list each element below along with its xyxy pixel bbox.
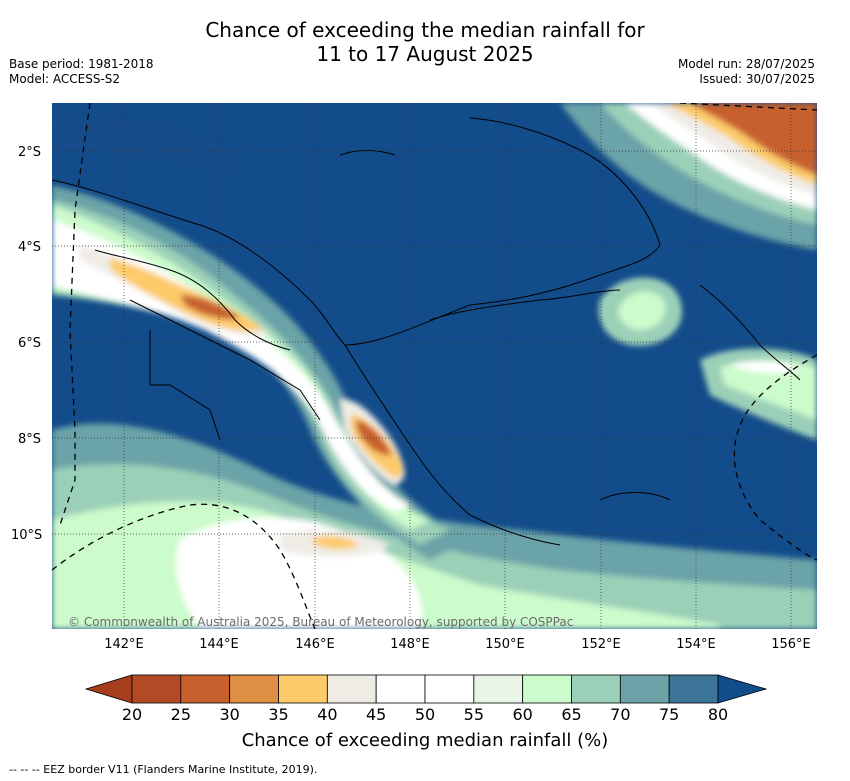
colorbar-tick-label: 75 bbox=[659, 705, 679, 724]
model-text: Model: ACCESS-S2 bbox=[9, 72, 121, 86]
colorbar-tick-label: 50 bbox=[415, 705, 435, 724]
colorbar-segment bbox=[375, 674, 426, 704]
meta-left: Base period: 1981-2018 Model: ACCESS-S2 bbox=[9, 57, 154, 87]
lon-label: 154°E bbox=[676, 637, 716, 652]
lat-label: 10°S bbox=[11, 528, 42, 543]
lat-label: 8°S bbox=[18, 432, 41, 447]
copyright-text: © Commonwealth of Australia 2025, Bureau… bbox=[68, 615, 573, 629]
lon-label: 146°E bbox=[295, 637, 335, 652]
colorbar-tick-label: 80 bbox=[708, 705, 728, 724]
latitude-labels: 2°S 4°S 6°S 8°S 10°S bbox=[11, 145, 42, 543]
colorbar-tick-label: 55 bbox=[464, 705, 484, 724]
lat-label: 4°S bbox=[18, 240, 41, 255]
lon-label: 150°E bbox=[485, 637, 525, 652]
lon-label: 152°E bbox=[581, 637, 621, 652]
colorbar-segment bbox=[180, 674, 231, 704]
colorbar-tick-label: 45 bbox=[366, 705, 386, 724]
colorbar-segment bbox=[424, 674, 475, 704]
issued-text: Issued: 30/07/2025 bbox=[699, 72, 815, 86]
coastlines bbox=[52, 117, 801, 546]
lat-label: 6°S bbox=[18, 336, 41, 351]
eez-legend-text: -- -- -- EEZ border V11 (Flanders Marine… bbox=[9, 763, 318, 776]
title-line-2: 11 to 17 August 2025 bbox=[316, 42, 534, 66]
colorbar-tick-label: 35 bbox=[268, 705, 288, 724]
eez-borders bbox=[52, 103, 817, 629]
lon-label: 148°E bbox=[390, 637, 430, 652]
colorbar-segment bbox=[522, 674, 572, 704]
colorbar-segment bbox=[229, 674, 279, 704]
colorbar-label: Chance of exceeding median rainfall (%) bbox=[241, 730, 609, 751]
colorbar-tick-label: 20 bbox=[122, 705, 142, 724]
lat-label: 2°S bbox=[18, 145, 41, 160]
meta-right: Model run: 28/07/2025 Issued: 30/07/2025 bbox=[678, 57, 815, 87]
colorbar-segment bbox=[619, 674, 670, 704]
colorbar-arrow-high bbox=[717, 674, 768, 704]
colorbar-tick-label: 25 bbox=[171, 705, 191, 724]
colorbar-tick-label: 70 bbox=[610, 705, 630, 724]
rainfall-probability-field: © Commonwealth of Australia 2025, Bureau… bbox=[52, 103, 817, 629]
lon-label: 144°E bbox=[199, 637, 239, 652]
colorbar-segment bbox=[131, 674, 182, 704]
colorbar: 20 25 30 35 40 45 50 55 60 65 70 75 80 bbox=[84, 674, 768, 724]
colorbar-tick-label: 60 bbox=[512, 705, 532, 724]
base-period-text: Base period: 1981-2018 bbox=[9, 57, 154, 71]
colorbar-tick-label: 30 bbox=[219, 705, 239, 724]
model-run-text: Model run: 28/07/2025 bbox=[677, 57, 815, 71]
colorbar-arrow-low bbox=[84, 674, 133, 704]
colorbar-segment bbox=[278, 674, 328, 704]
colorbar-segment bbox=[668, 674, 719, 704]
title-line-1: Chance of exceeding the median rainfall … bbox=[205, 18, 645, 42]
graticule bbox=[52, 103, 817, 629]
colorbar-tick-label: 65 bbox=[561, 705, 581, 724]
map-title: Chance of exceeding the median rainfall … bbox=[0, 18, 850, 66]
lon-label: 156°E bbox=[771, 637, 811, 652]
colorbar-segment bbox=[473, 674, 524, 704]
colorbar-segment bbox=[326, 674, 377, 704]
lon-label: 142°E bbox=[104, 637, 144, 652]
colorbar-tick-label: 40 bbox=[317, 705, 337, 724]
longitude-labels: 142°E 144°E 146°E 148°E 150°E 152°E 154°… bbox=[104, 637, 811, 652]
colorbar-segment bbox=[571, 674, 621, 704]
